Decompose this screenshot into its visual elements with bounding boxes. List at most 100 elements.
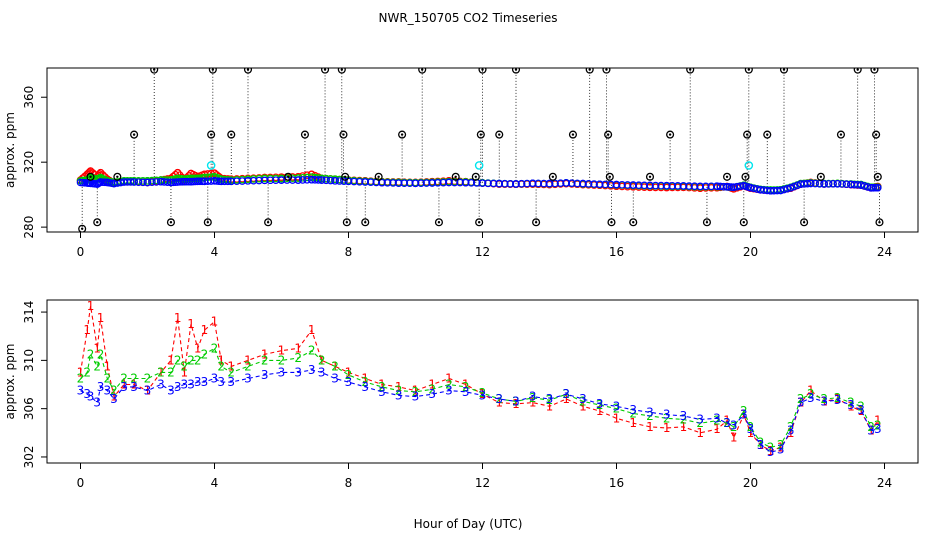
flagged-point — [607, 218, 616, 227]
series-2-marker: 2 — [730, 420, 738, 434]
series-2-marker: 2 — [261, 353, 269, 367]
series-3-marker: 3 — [629, 403, 637, 417]
series-1-marker: 1 — [244, 353, 252, 367]
series-3-marker: 3 — [201, 375, 209, 389]
flagged-point — [341, 172, 350, 181]
series-2-marker: 2 — [646, 409, 654, 423]
flagged-point-center — [878, 221, 881, 224]
flagged-point — [872, 130, 881, 139]
series-3-marker: 3 — [857, 403, 865, 417]
flagged-point-center — [343, 175, 347, 178]
series-1-marker: 1 — [847, 399, 855, 413]
series-3-marker: 3 — [261, 368, 269, 382]
series-3-marker: 3 — [97, 380, 105, 394]
series-1-marker: 1 — [217, 353, 225, 367]
flagged-point — [743, 130, 752, 139]
flagged-point-center — [116, 175, 119, 178]
flagged-point-center — [632, 221, 635, 224]
series-2-marker: 2 — [174, 353, 182, 367]
series-1-marker: 1 — [181, 365, 189, 379]
series-1-marker: 1 — [495, 396, 503, 410]
series-3-point — [829, 180, 837, 188]
series-3-marker: 3 — [77, 384, 85, 398]
flagged-point — [744, 68, 753, 74]
series-3-point — [534, 179, 543, 188]
flagged-point — [800, 218, 809, 227]
x-tick-label: 0 — [77, 476, 85, 490]
series-3-marker: 3 — [318, 365, 326, 379]
flagged-point — [321, 68, 330, 74]
flagged-point-center — [303, 133, 307, 136]
series-3-marker: 3 — [428, 387, 436, 401]
series-3-point — [227, 177, 235, 186]
series-2-marker: 2 — [629, 406, 637, 420]
series-3-point — [528, 179, 537, 188]
flagged-point — [870, 68, 879, 74]
flagged-point — [150, 68, 159, 74]
series-3-point — [567, 179, 576, 187]
series-3-point — [196, 177, 204, 186]
flagged-point-center — [668, 133, 672, 136]
flagged-point-center — [608, 175, 611, 178]
series-3-point — [366, 178, 375, 187]
flagged-point — [203, 218, 212, 227]
flagged-point — [113, 172, 122, 181]
series-1-marker: 1 — [378, 378, 386, 392]
series-1-marker: 1 — [157, 365, 165, 379]
flagged-point-center — [856, 68, 859, 71]
series-3-point — [612, 180, 621, 189]
series-1-marker: 1 — [174, 311, 182, 325]
flagged-point — [130, 130, 139, 139]
series-1-marker: 1 — [445, 371, 453, 385]
series-2-marker: 2 — [412, 385, 420, 399]
flagged-point — [605, 172, 614, 181]
flagged-point-center — [211, 68, 215, 71]
series-3-point — [244, 177, 252, 185]
series-3-point — [394, 179, 403, 187]
flagged-point — [361, 218, 370, 227]
series-1-marker: 1 — [120, 378, 128, 392]
flagged-point — [342, 218, 351, 227]
flagged-point-center — [747, 68, 751, 71]
series-3-marker: 3 — [227, 375, 235, 389]
series-3-marker: 3 — [663, 408, 671, 422]
series-1-marker: 1 — [680, 420, 688, 434]
series-2-marker: 2 — [867, 420, 875, 434]
series-3-point — [148, 178, 156, 187]
series-3-marker: 3 — [167, 384, 175, 398]
series-1-marker: 1 — [562, 392, 570, 406]
series-3-marker: 3 — [194, 375, 202, 389]
series-2-marker: 2 — [93, 359, 101, 373]
flagged-point-center — [377, 175, 380, 178]
series-2-marker: 2 — [217, 359, 225, 373]
series-1-marker: 1 — [723, 414, 731, 428]
series-1-marker: 1 — [713, 422, 721, 436]
flagged-point-center — [80, 227, 84, 230]
series-3-point — [238, 177, 247, 185]
series-3-marker: 3 — [93, 396, 101, 410]
series-3-point — [207, 177, 215, 185]
flagged-point-center — [342, 133, 345, 136]
series-3-point — [584, 180, 593, 188]
series-2-marker: 2 — [579, 394, 587, 408]
series-3-point — [623, 181, 632, 189]
series-2-marker: 2 — [820, 392, 828, 406]
flagged-point-center — [588, 68, 591, 71]
series-3-point — [651, 181, 660, 190]
series-1-marker: 1 — [629, 416, 637, 430]
series-3-marker: 3 — [807, 391, 815, 405]
series-1-marker: 1 — [395, 380, 403, 394]
series-3-point — [590, 180, 598, 188]
series-1-marker: 1 — [613, 411, 621, 425]
flagged-point-center — [246, 68, 250, 71]
series-2-marker: 2 — [747, 420, 755, 434]
flagged-point-center — [89, 175, 92, 178]
series-3-marker: 3 — [395, 388, 403, 402]
series-3-point — [143, 178, 152, 187]
series-2-marker: 2 — [187, 353, 195, 367]
series-2-marker: 2 — [227, 365, 235, 379]
x-axis-title: Hour of Day (UTC) — [414, 517, 523, 531]
chart-title: NWR_150705 CO2 Timeseries — [379, 11, 558, 25]
series-1-marker: 1 — [278, 344, 286, 358]
